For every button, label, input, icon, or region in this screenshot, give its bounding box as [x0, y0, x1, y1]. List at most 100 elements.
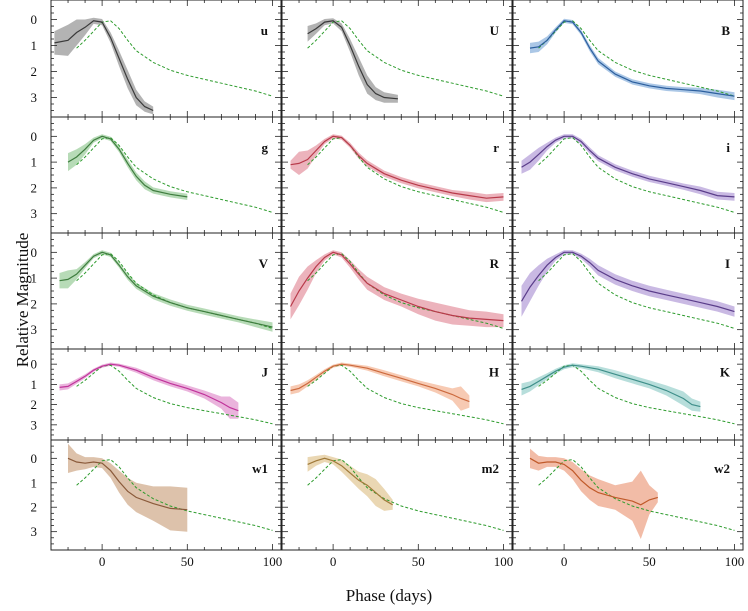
panel-frame-R: [281, 232, 513, 350]
band-label-J: J: [262, 364, 269, 379]
band-label-m2: m2: [482, 461, 499, 476]
template-line-H: [307, 364, 504, 425]
median-line-V: [59, 251, 273, 328]
y-tick-label: 3: [31, 322, 38, 337]
panel-frame-I: [512, 232, 744, 350]
panel-frame-g: [50, 116, 282, 234]
median-line-I: [520, 251, 735, 313]
template-line-m2: [307, 459, 504, 531]
median-line-K: [521, 364, 701, 408]
band-label-w2: w2: [714, 461, 730, 476]
median-line-w2: [529, 457, 658, 506]
band-label-u: u: [261, 23, 268, 38]
error-band-w2: [530, 448, 658, 539]
error-band-R: [290, 250, 504, 328]
y-tick-label: 1: [31, 155, 38, 170]
panel-R: R: [281, 232, 513, 350]
panel-g: 0 1 2 3 g: [31, 116, 282, 234]
error-band-i: [521, 134, 735, 201]
band-label-i: i: [726, 140, 730, 155]
x-tick-label: 0: [330, 554, 337, 569]
panel-u: 0 1 2 3 u: [31, 0, 282, 118]
y-tick-label: 0: [31, 129, 38, 144]
y-tick-label: 1: [31, 377, 38, 392]
error-band-B: [530, 18, 735, 101]
template-line-i: [538, 137, 735, 213]
template-line-R: [307, 253, 504, 329]
band-label-I: I: [725, 256, 730, 271]
x-tick-label: 50: [181, 554, 194, 569]
y-axis-label: Relative Magnitude: [13, 232, 32, 368]
error-band-J: [59, 362, 239, 419]
band-label-B: B: [721, 23, 730, 38]
median-line-R: [289, 251, 504, 322]
template-line-g: [76, 137, 273, 213]
panel-w2: 0 50 100 w2: [512, 439, 745, 569]
panel-V: 0 1 2 3 V: [31, 232, 282, 350]
error-band-H: [290, 362, 470, 411]
panel-J: 0 1 2 3 J: [31, 348, 282, 441]
band-label-H: H: [489, 364, 499, 379]
median-line-H: [290, 363, 470, 403]
band-label-K: K: [720, 364, 731, 379]
template-line-B: [538, 20, 735, 97]
x-tick-label: 0: [561, 554, 568, 569]
template-line-U: [307, 20, 504, 97]
panel-B: B: [512, 0, 744, 118]
x-tick-label: 100: [494, 554, 514, 569]
panel-K: K: [512, 348, 744, 441]
y-tick-label: 3: [31, 524, 38, 539]
y-tick-label: 0: [31, 12, 38, 27]
error-band-U: [307, 18, 398, 103]
y-tick-label: 2: [31, 180, 38, 195]
median-line-J: [59, 363, 239, 412]
y-tick-label: 0: [31, 245, 38, 260]
template-line-u: [76, 20, 273, 97]
x-axis-label: Phase (days): [345, 586, 433, 605]
panel-m2: 0 50 100 m2: [281, 439, 514, 569]
y-tick-label: 2: [31, 64, 38, 79]
band-label-U: U: [490, 23, 500, 38]
median-line-m2: [307, 457, 393, 506]
template-line-K: [538, 364, 735, 425]
panel-r: r: [281, 116, 513, 234]
error-band-V: [59, 250, 273, 332]
band-label-w1: w1: [252, 461, 268, 476]
band-label-r: r: [493, 140, 499, 155]
median-line-B: [529, 20, 735, 97]
y-tick-label: 2: [31, 500, 38, 515]
template-line-w1: [76, 459, 273, 531]
error-band-I: [521, 250, 735, 317]
median-line-i: [521, 135, 735, 198]
panel-w1: 0 1 2 3 0 50 100 w1: [31, 439, 283, 569]
panel-frame-B: [512, 0, 744, 118]
y-tick-label: 1: [31, 38, 38, 53]
panel-frame-r: [281, 116, 513, 234]
x-tick-label: 100: [263, 554, 283, 569]
panel-frame-H: [281, 348, 513, 441]
y-tick-label: 3: [31, 90, 38, 105]
band-label-g: g: [262, 140, 269, 155]
median-line-g: [67, 135, 188, 198]
median-line-w1: [67, 457, 188, 511]
y-tick-label: 2: [31, 397, 38, 412]
x-tick-label: 0: [99, 554, 106, 569]
x-tick-label: 100: [725, 554, 745, 569]
error-band-K: [521, 363, 701, 412]
error-band-w1: [68, 443, 188, 532]
y-tick-label: 0: [31, 451, 38, 466]
panel-H: H: [281, 348, 513, 441]
error-band-m2: [307, 454, 393, 511]
error-band-u: [54, 17, 154, 115]
template-line-w2: [538, 459, 735, 531]
y-tick-label: 3: [31, 417, 38, 432]
template-line-r: [307, 137, 504, 213]
panel-frame-K: [512, 348, 744, 441]
y-tick-label: 2: [31, 296, 38, 311]
x-tick-label: 50: [643, 554, 656, 569]
template-line-I: [538, 253, 735, 329]
panel-frame-u: [50, 0, 282, 118]
panel-U: U: [281, 0, 513, 118]
y-tick-label: 1: [31, 271, 38, 286]
